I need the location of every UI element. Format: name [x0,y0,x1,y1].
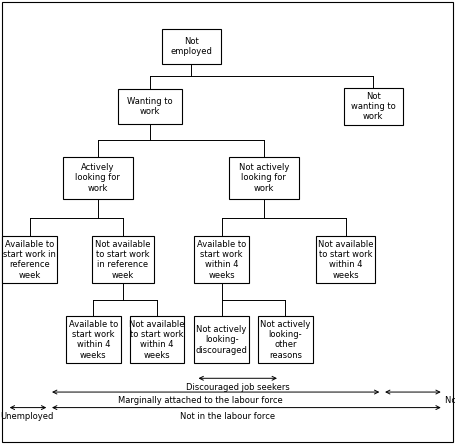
FancyBboxPatch shape [92,236,154,283]
Text: Not actively
looking-
discouraged: Not actively looking- discouraged [196,325,248,355]
Text: Available to
start work in
reference
week: Available to start work in reference wee… [3,240,56,280]
Text: Available to
start work
within 4
weeks: Available to start work within 4 weeks [197,240,246,280]
Text: Discouraged job seekers: Discouraged job seekers [186,383,289,392]
Text: Unemployed: Unemployed [0,412,54,421]
FancyBboxPatch shape [194,316,249,363]
FancyBboxPatch shape [63,157,133,199]
Text: Not actively
looking-
other
reasons: Not actively looking- other reasons [260,320,310,360]
FancyBboxPatch shape [344,88,403,126]
FancyBboxPatch shape [258,316,313,363]
FancyBboxPatch shape [316,236,375,283]
FancyBboxPatch shape [118,89,182,124]
FancyBboxPatch shape [66,316,121,363]
Text: Wanting to
work: Wanting to work [127,97,173,116]
Text: Not actively
looking for
work: Not actively looking for work [239,163,289,193]
FancyBboxPatch shape [228,157,299,199]
FancyBboxPatch shape [162,29,221,64]
FancyBboxPatch shape [2,236,57,283]
Text: Not available
to start work
within 4
weeks: Not available to start work within 4 wee… [318,240,374,280]
Text: Not
employed: Not employed [170,37,212,56]
Text: Marginally attached to the labour force: Marginally attached to the labour force [118,396,283,405]
Text: Not available
to start work
within 4
weeks: Not available to start work within 4 wee… [129,320,185,360]
Text: Available to
start work
within 4
weeks: Available to start work within 4 weeks [69,320,118,360]
Text: Not marginally
attached: Not marginally attached [445,396,455,416]
FancyBboxPatch shape [194,236,249,283]
FancyBboxPatch shape [130,316,184,363]
Text: Not available
to start work
in reference
week: Not available to start work in reference… [95,240,151,280]
Text: Not
wanting to
work: Not wanting to work [351,91,395,122]
Text: Not in the labour force: Not in the labour force [180,412,275,421]
Text: Actively
looking for
work: Actively looking for work [76,163,120,193]
